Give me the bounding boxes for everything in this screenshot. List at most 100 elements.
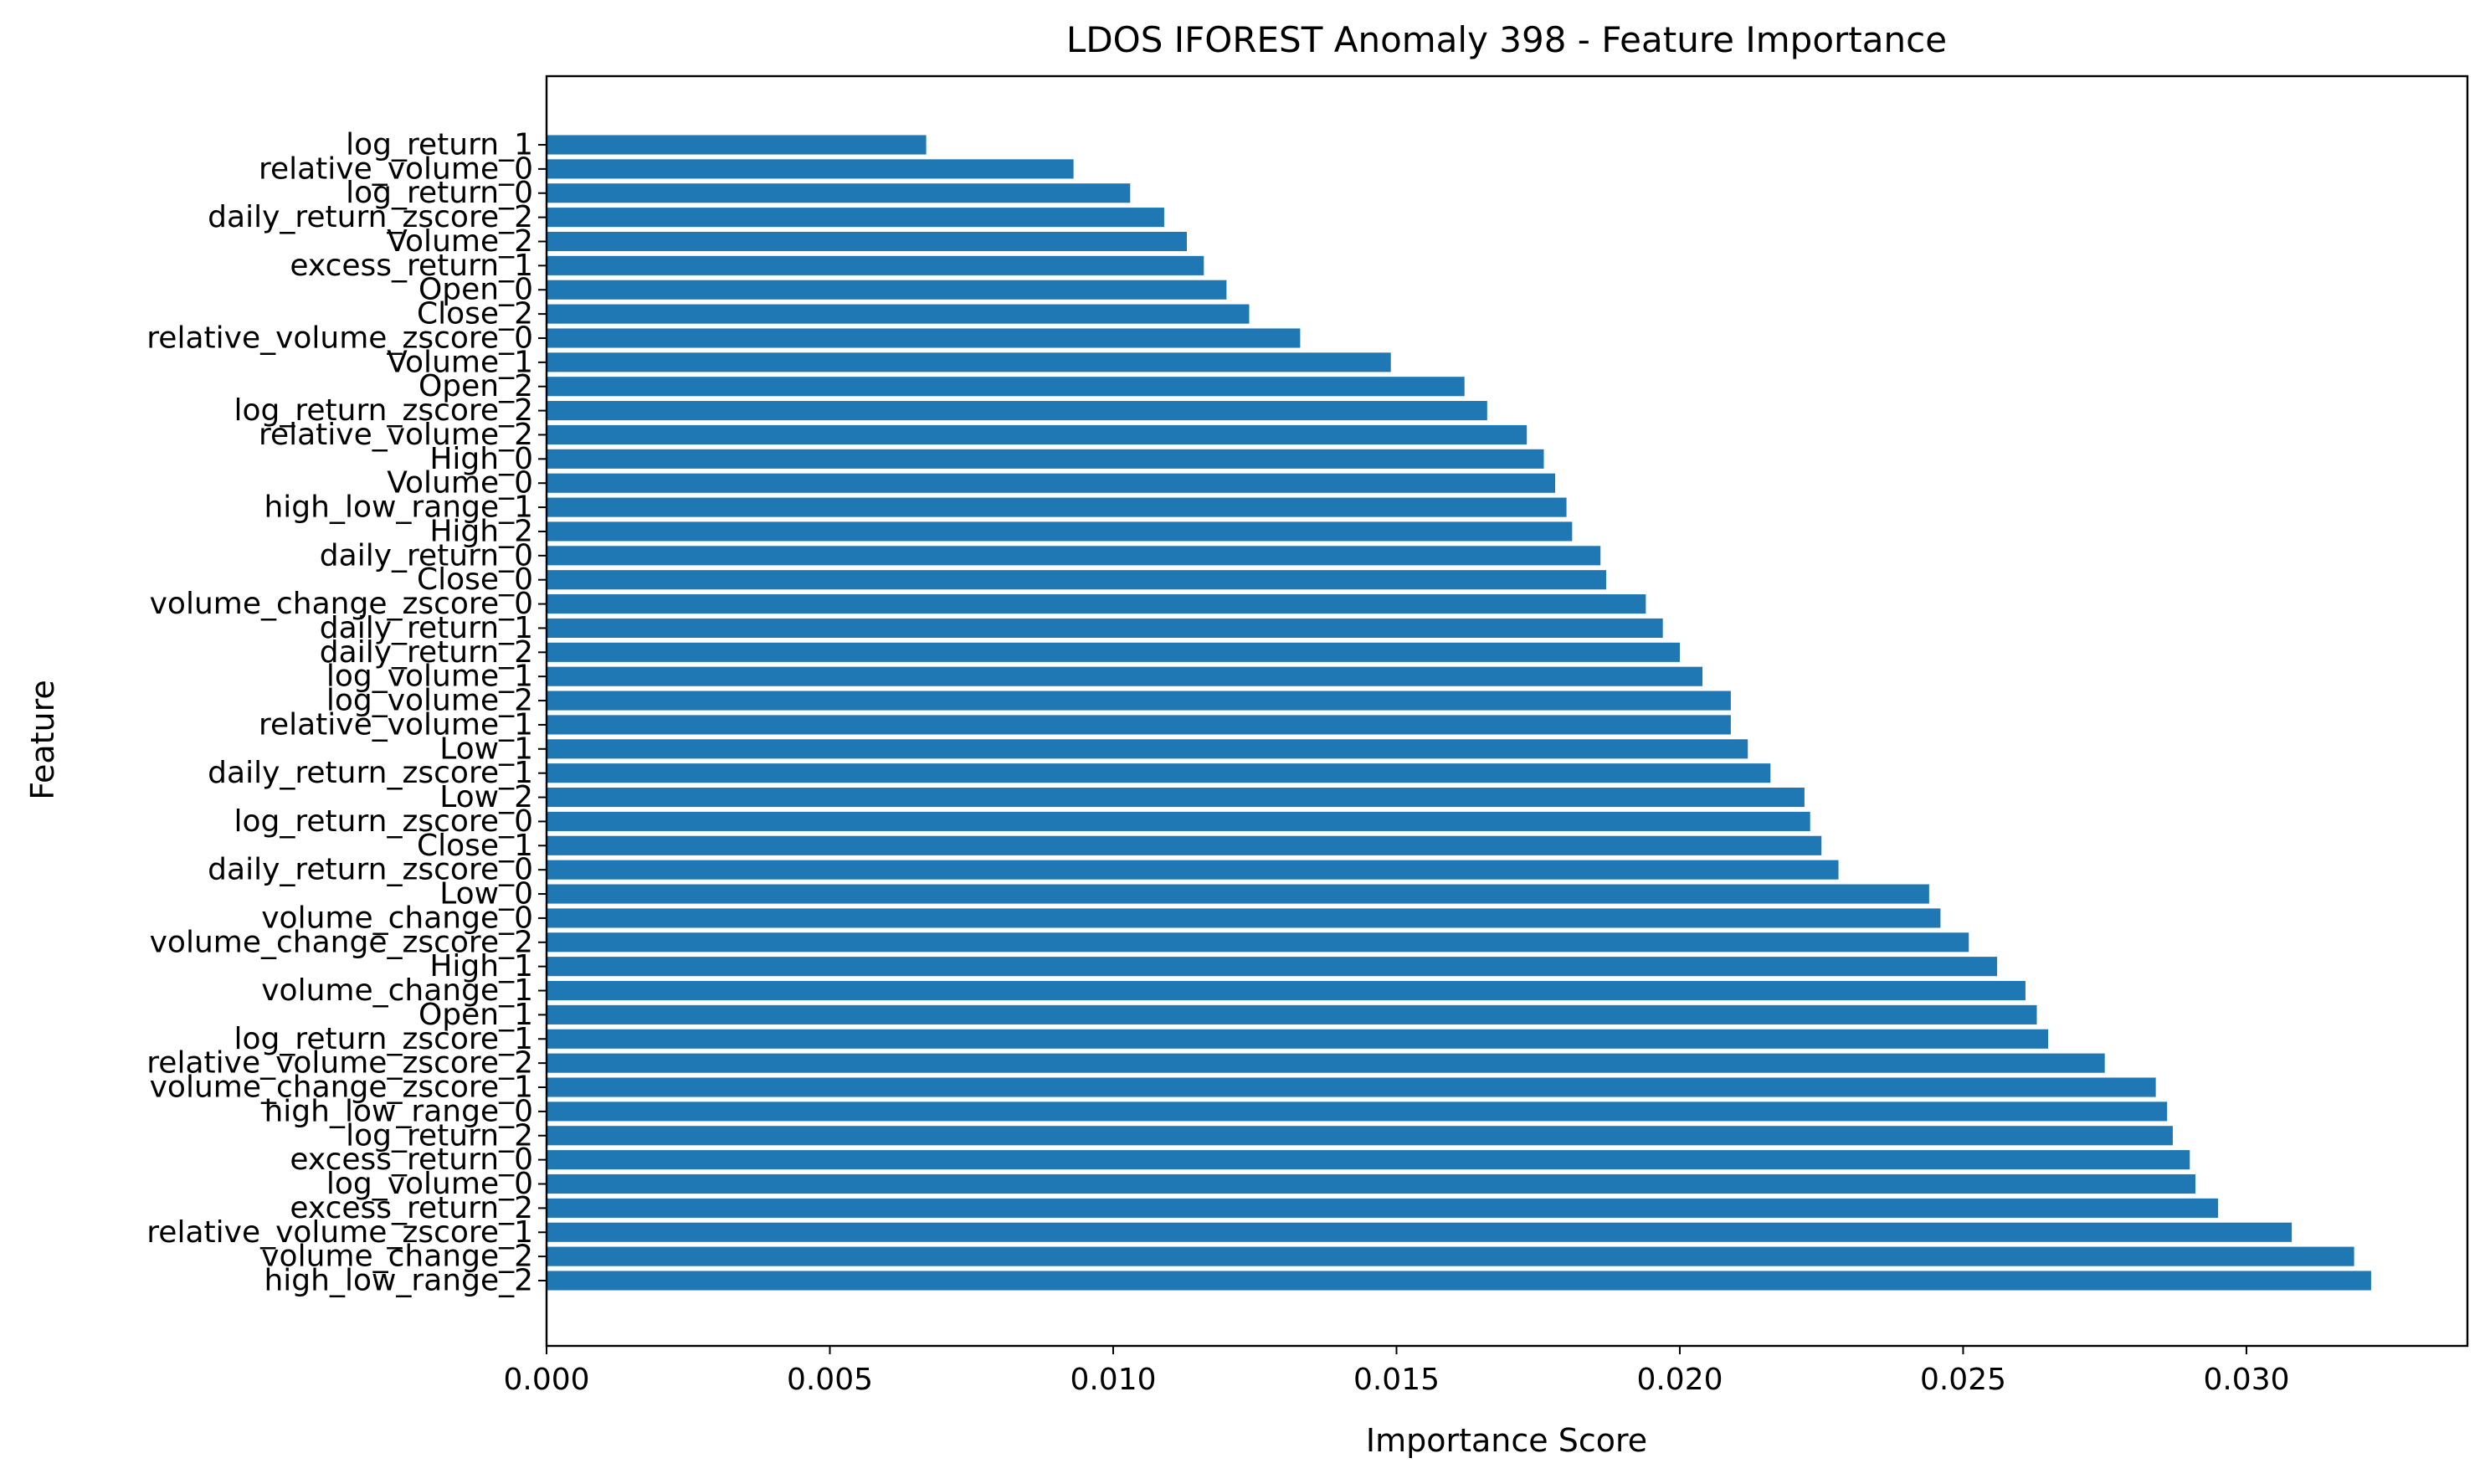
bar-daily_return_0 — [547, 546, 1601, 566]
bar-log_return_zscore_2 — [547, 401, 1487, 421]
x-tick-label: 0.015 — [1353, 1363, 1440, 1397]
y-tick-label: log_volume_1 — [326, 660, 533, 694]
bar-Close_1 — [547, 835, 1822, 855]
bar-high_low_range_1 — [547, 497, 1567, 517]
x-axis-label: Importance Score — [1366, 1422, 1647, 1459]
y-tick-label: log_volume_0 — [326, 1167, 533, 1201]
bar-log_return_zscore_1 — [547, 1029, 2049, 1049]
y-tick-label: volume_change_2 — [261, 1240, 533, 1274]
y-ticks-layer: high_low_range_2volume_change_2relative_… — [146, 128, 547, 1298]
y-tick-label: High_1 — [429, 949, 533, 983]
bar-log_return_0 — [547, 183, 1131, 203]
bar-Open_1 — [547, 1004, 2037, 1024]
y-tick-label: daily_return_1 — [320, 611, 533, 645]
y-axis-label: Feature — [24, 680, 61, 800]
bar-Open_0 — [547, 280, 1227, 300]
y-tick-label: log_return_zscore_0 — [234, 804, 534, 839]
y-tick-label: Volume_2 — [387, 224, 533, 259]
y-tick-label: log_volume_2 — [326, 684, 533, 718]
y-tick-label: High_0 — [429, 442, 533, 476]
y-tick-label: relative_volume_1 — [259, 707, 533, 742]
bar-Close_0 — [547, 570, 1606, 590]
bar-Low_1 — [547, 739, 1748, 759]
y-tick-label: Open_0 — [418, 273, 533, 307]
bar-relative_volume_1 — [547, 715, 1731, 735]
y-tick-label: daily_return_zscore_2 — [208, 200, 533, 234]
y-tick-label: Low_0 — [439, 877, 533, 911]
y-tick-label: high_low_range_2 — [264, 1264, 533, 1298]
x-tick-label: 0.030 — [2203, 1363, 2289, 1397]
bar-High_1 — [547, 957, 1998, 977]
y-tick-label: Close_2 — [417, 297, 533, 331]
bar-log_return_1 — [547, 135, 927, 155]
bar-log_volume_2 — [547, 691, 1731, 711]
bar-log_return_2 — [547, 1126, 2173, 1146]
bar-log_return_zscore_0 — [547, 811, 1810, 831]
y-tick-label: Open_2 — [418, 369, 533, 403]
bar-relative_volume_0 — [547, 159, 1074, 179]
y-tick-label: Low_2 — [439, 780, 533, 814]
y-tick-label: volume_change_zscore_2 — [150, 925, 533, 959]
y-tick-label: relative_volume_zscore_0 — [146, 321, 533, 355]
bar-Open_2 — [547, 377, 1465, 397]
y-tick-label: log_return_zscore_1 — [234, 1022, 534, 1056]
bar-Close_2 — [547, 304, 1250, 324]
plot-frame — [545, 74, 2469, 1348]
y-tick-label: high_low_range_0 — [264, 1094, 533, 1128]
chart-title: LDOS IFOREST Anomaly 398 - Feature Impor… — [1066, 19, 1947, 60]
bar-excess_return_1 — [547, 255, 1204, 275]
y-tick-label: Volume_0 — [387, 466, 533, 501]
bar-Volume_1 — [547, 352, 1391, 372]
y-tick-label: relative_volume_2 — [259, 418, 533, 452]
y-tick-label: log_return_0 — [346, 176, 533, 210]
bar-daily_return_zscore_2 — [547, 208, 1164, 228]
bar-daily_return_2 — [547, 642, 1680, 662]
y-tick-label: Close_0 — [417, 562, 533, 597]
bars-layer — [547, 135, 2371, 1291]
bar-volume_change_1 — [547, 980, 2025, 1001]
y-tick-label: volume_change_zscore_1 — [150, 1071, 533, 1105]
y-tick-label: daily_return_0 — [320, 538, 533, 573]
bar-volume_change_zscore_2 — [547, 932, 1969, 953]
bar-daily_return_1 — [547, 618, 1663, 638]
bar-log_volume_1 — [547, 666, 1703, 686]
y-tick-label: Open_1 — [418, 998, 533, 1032]
bar-Low_0 — [547, 884, 1929, 904]
bar-daily_return_zscore_0 — [547, 860, 1839, 880]
bar-Volume_0 — [547, 473, 1556, 493]
y-tick-label: log_return_zscore_2 — [234, 393, 534, 428]
y-tick-label: high_low_range_1 — [264, 490, 533, 525]
bar-volume_change_zscore_1 — [547, 1077, 2156, 1097]
y-tick-label: excess_return_0 — [290, 1143, 533, 1177]
y-tick-label: relative_volume_zscore_2 — [146, 1046, 533, 1081]
y-tick-label: Low_1 — [439, 732, 533, 766]
y-tick-label: log_return_1 — [346, 128, 533, 162]
y-tick-label: relative_volume_zscore_1 — [146, 1215, 533, 1250]
y-tick-label: daily_return_2 — [320, 635, 533, 670]
x-tick-label: 0.020 — [1636, 1363, 1723, 1397]
y-tick-label: daily_return_zscore_1 — [208, 756, 533, 790]
bar-relative_volume_zscore_2 — [547, 1053, 2105, 1073]
x-tick-label: 0.010 — [1070, 1363, 1156, 1397]
bar-excess_return_2 — [547, 1198, 2219, 1218]
y-tick-label: excess_return_1 — [290, 249, 533, 283]
bar-relative_volume_zscore_0 — [547, 328, 1301, 348]
x-ticks-layer: 0.000 0.005 0.010 0.015 0.020 0.025 0.030 — [503, 1346, 2290, 1397]
bar-high_low_range_0 — [547, 1101, 2168, 1122]
bar-high_low_range_2 — [547, 1271, 2371, 1291]
y-tick-label: volume_change_zscore_0 — [150, 587, 533, 621]
y-tick-label: volume_change_1 — [261, 973, 533, 1008]
y-tick-label: relative_volume_0 — [259, 151, 533, 186]
bar-volume_change_0 — [547, 908, 1941, 928]
bar-excess_return_0 — [547, 1150, 2190, 1170]
y-tick-label: log_return_2 — [346, 1118, 533, 1153]
bar-volume_change_2 — [547, 1246, 2354, 1266]
y-tick-label: daily_return_zscore_0 — [208, 853, 533, 887]
y-tick-label: Volume_1 — [387, 345, 533, 379]
bar-High_0 — [547, 449, 1544, 469]
x-tick-label: 0.000 — [503, 1363, 589, 1397]
bar-Low_2 — [547, 788, 1805, 808]
y-tick-label: excess_return_2 — [290, 1191, 533, 1225]
